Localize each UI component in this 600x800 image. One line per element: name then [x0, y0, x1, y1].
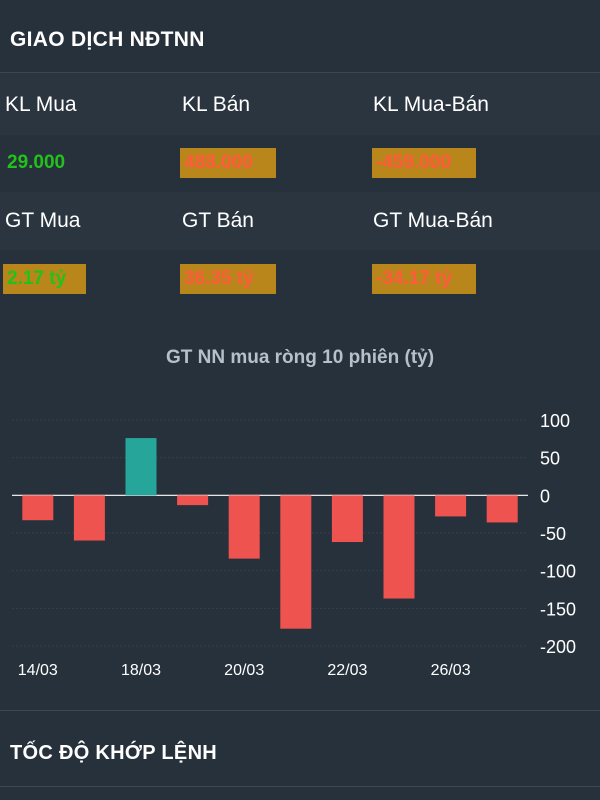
- value-gt-mua-ban: -34.17 tỷ: [372, 264, 476, 294]
- bar-25-03[interactable]: [383, 495, 415, 599]
- value-kl-mua: 29.000: [7, 152, 66, 173]
- row2-values: 2.17 tỷ 36.35 tỷ -34.17 tỷ: [0, 250, 600, 310]
- x-tick-label: 22/03: [327, 662, 367, 679]
- label-gt-mua-ban: GT Mua-Bán: [373, 209, 493, 232]
- x-tick-label: 18/03: [121, 662, 161, 679]
- divider: [0, 786, 600, 787]
- y-tick-label: -200: [540, 637, 576, 657]
- matching-speed-title: TỐC ĐỘ KHỚP LỆNH: [10, 742, 218, 764]
- value-kl-ban: 488.000: [180, 148, 276, 178]
- value-kl-mua-ban: -459.000: [372, 148, 476, 178]
- bar-21-03[interactable]: [280, 495, 312, 629]
- row1-labels: KL Mua KL Bán KL Mua-Bán: [0, 73, 600, 135]
- y-tick-label: -50: [540, 524, 566, 544]
- bar-27-03[interactable]: [486, 495, 518, 523]
- y-tick-label: -100: [540, 562, 576, 582]
- y-tick-label: 100: [540, 411, 570, 431]
- chart-title: GT NN mua ròng 10 phiên (tỷ): [165, 347, 435, 368]
- bar-15-03[interactable]: [73, 495, 105, 541]
- value-gt-mua: 2.17 tỷ: [3, 264, 86, 294]
- bar-26-03[interactable]: [435, 495, 467, 517]
- bar-19-03[interactable]: [177, 495, 209, 506]
- divider: [0, 72, 600, 73]
- label-kl-ban: KL Bán: [182, 93, 251, 116]
- bar-14-03[interactable]: [22, 495, 54, 521]
- bar-22-03[interactable]: [331, 495, 363, 543]
- net-buy-chart: 100 50 0 -50 -100 -150 -200 14/03 18/03 20/03 22/…: [12, 411, 576, 679]
- row2-labels: GT Mua GT Bán GT Mua-Bán: [0, 192, 600, 250]
- x-tick-label: 14/03: [18, 662, 58, 679]
- y-tick-label: 50: [540, 449, 560, 469]
- y-tick-label: -150: [540, 599, 576, 619]
- value-gt-ban: 36.35 tỷ: [180, 264, 276, 294]
- foreign-trading-title: GIAO DỊCH NĐTNN: [10, 28, 205, 51]
- x-tick-label: 26/03: [431, 662, 471, 679]
- x-tick-label: 20/03: [224, 662, 264, 679]
- row1-values: 29.000 488.000 -459.000: [0, 135, 600, 192]
- label-kl-mua-ban: KL Mua-Bán: [373, 93, 489, 116]
- bar-18-03[interactable]: [125, 438, 157, 496]
- label-kl-mua: KL Mua: [5, 93, 77, 116]
- label-gt-ban: GT Bán: [182, 209, 254, 232]
- y-tick-label: 0: [540, 486, 550, 506]
- label-gt-mua: GT Mua: [5, 209, 81, 232]
- bar-20-03[interactable]: [228, 495, 260, 559]
- divider: [0, 710, 600, 711]
